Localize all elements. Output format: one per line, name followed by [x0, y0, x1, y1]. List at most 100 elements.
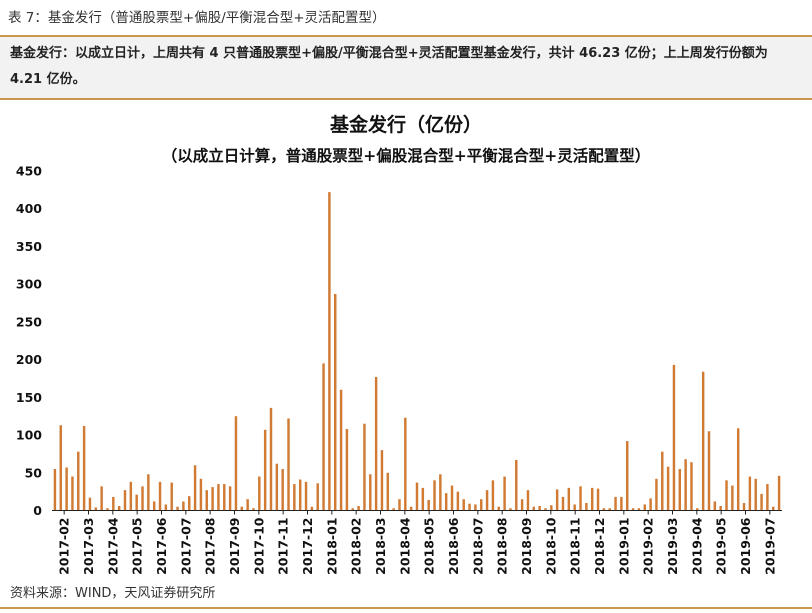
- bar: [468, 503, 471, 511]
- bar: [526, 490, 530, 511]
- bar: [269, 407, 273, 511]
- bar: [217, 484, 220, 511]
- bar: [252, 508, 255, 511]
- bar: [766, 484, 769, 511]
- bar: [561, 496, 565, 511]
- x-tick-label: 2017-09: [227, 518, 242, 575]
- bar: [275, 463, 279, 511]
- x-tick-label: 2019-01: [616, 518, 631, 575]
- bar: [707, 431, 711, 511]
- bar: [188, 496, 191, 511]
- bar: [532, 506, 536, 511]
- x-tick-label: 2018-07: [470, 518, 485, 575]
- bar: [444, 493, 448, 511]
- bar: [182, 501, 185, 511]
- bar: [369, 474, 372, 511]
- bar: [293, 484, 296, 511]
- x-tick-label: 2017-03: [81, 518, 96, 575]
- x-tick-label: 2018-09: [519, 518, 534, 575]
- bar: [170, 482, 173, 511]
- bar: [772, 506, 775, 511]
- bar: [322, 363, 325, 511]
- bar: [193, 465, 197, 511]
- y-tick-label: 300: [16, 277, 42, 292]
- x-tick-label: 2018-03: [373, 518, 388, 575]
- bar: [480, 499, 483, 511]
- bars-group: [53, 192, 781, 511]
- bar: [608, 508, 611, 511]
- bar: [585, 502, 588, 511]
- x-tick-label: 2017-02: [57, 518, 72, 575]
- top-rule: [0, 35, 812, 37]
- summary-text: 基金发行：以成立日计，上周共有 4 只普通股票型+偏股/平衡混合型+灵活配置型基…: [0, 37, 812, 98]
- bar: [53, 469, 57, 511]
- bar: [59, 425, 62, 511]
- bar: [106, 508, 109, 511]
- x-tick-label: 2017-04: [105, 517, 120, 575]
- x-tick-label: 2019-06: [738, 517, 753, 575]
- bar: [374, 376, 378, 511]
- x-tick-label: 2017-05: [130, 518, 145, 575]
- bar: [719, 505, 722, 511]
- bar: [123, 490, 127, 511]
- bar: [77, 451, 80, 511]
- x-tick-label: 2017-11: [276, 518, 291, 575]
- bar: [701, 371, 705, 511]
- bar: [258, 476, 261, 511]
- figure-caption: 表 7：基金发行（普通股票型+偏股/平衡混合型+灵活配置型）: [8, 10, 386, 26]
- bar: [152, 501, 156, 511]
- bar: [573, 504, 576, 511]
- bar: [240, 506, 244, 511]
- bar: [386, 472, 390, 511]
- bar: [491, 480, 495, 511]
- bar: [117, 505, 121, 511]
- x-tick-label: 2018-12: [592, 518, 607, 575]
- y-tick-label: 250: [16, 314, 42, 329]
- bar: [404, 417, 407, 511]
- bar: [696, 508, 699, 511]
- bar: [614, 496, 617, 511]
- middle-rule: [0, 98, 812, 100]
- bar: [380, 450, 384, 511]
- chart-subtitle: （以成立日计算，普通股票型+偏股混合型+平衡混合型+灵活配置型）: [162, 146, 650, 165]
- y-tick-label: 50: [25, 465, 43, 480]
- x-tick-label: 2018-02: [349, 518, 364, 575]
- bar: [287, 418, 290, 511]
- bar: [555, 489, 559, 511]
- x-axis: 2017-02 2017-03 2017-04 2017-05 2017-06 2017-…: [57, 510, 777, 575]
- bar: [351, 508, 354, 511]
- x-tick-label: 2018-11: [568, 518, 583, 575]
- bar: [520, 499, 524, 511]
- x-tick-label: 2017-10: [251, 517, 266, 575]
- bar: [684, 459, 687, 511]
- x-tick-label: 2017-06: [154, 517, 169, 575]
- bar: [65, 467, 68, 511]
- bar: [409, 506, 413, 511]
- bar: [450, 485, 454, 511]
- bar: [310, 506, 314, 511]
- bar: [626, 441, 629, 511]
- bar: [398, 499, 401, 511]
- bar: [263, 429, 267, 511]
- bar: [334, 293, 337, 511]
- bar: [392, 508, 395, 511]
- bar: [620, 496, 623, 511]
- bar: [100, 486, 103, 511]
- bar: [456, 491, 460, 511]
- chart-area: 基金发行（亿份） （以成立日计算，普通股票型+偏股混合型+平衡混合型+灵活配置型…: [0, 100, 812, 578]
- bar: [298, 479, 302, 511]
- bar: [544, 508, 547, 511]
- bar: [602, 508, 606, 511]
- y-tick-label: 150: [16, 390, 42, 405]
- bar: [316, 483, 319, 511]
- x-tick-label: 2018-04: [397, 517, 412, 575]
- bar: [661, 451, 664, 511]
- bar: [246, 499, 249, 511]
- y-tick-label: 0: [33, 503, 42, 518]
- bar: [550, 505, 553, 511]
- x-tick-label: 2018-05: [422, 518, 437, 575]
- bar: [672, 364, 676, 511]
- bar: [205, 490, 208, 511]
- bar: [164, 504, 168, 511]
- bar: [462, 499, 465, 511]
